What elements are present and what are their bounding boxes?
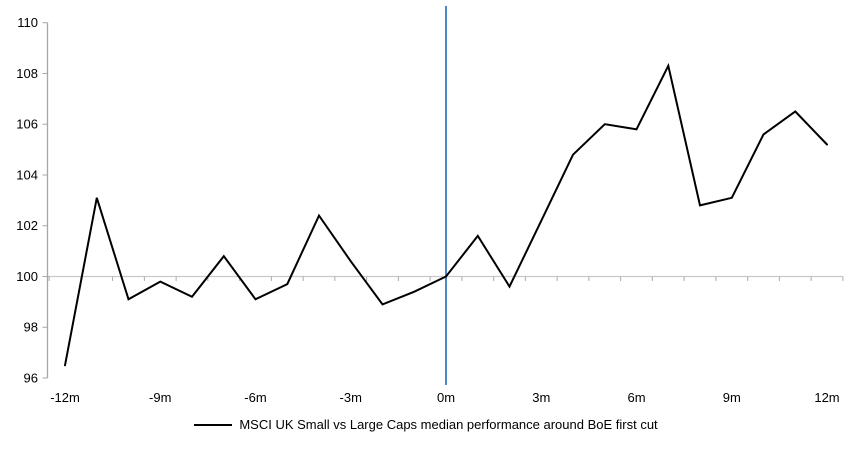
y-tick-label: 108 <box>16 66 38 81</box>
y-tick-label: 110 <box>17 15 38 30</box>
y-tick-label: 98 <box>24 320 38 335</box>
y-tick-label: 106 <box>16 117 38 132</box>
y-tick-label: 102 <box>16 218 38 233</box>
x-tick-label: -12m <box>50 390 80 405</box>
x-tick-label: -3m <box>340 390 362 405</box>
legend-line-swatch <box>194 423 233 426</box>
legend-label: MSCI UK Small vs Large Caps median perfo… <box>239 417 658 432</box>
legend: MSCI UK Small vs Large Caps median perfo… <box>0 417 852 432</box>
y-tick-label: 104 <box>16 167 38 182</box>
x-tick-label: 0m <box>437 390 455 405</box>
y-tick-label: 96 <box>24 371 38 386</box>
x-tick-label: 6m <box>627 390 645 405</box>
x-tick-label: 3m <box>532 390 550 405</box>
x-tick-label: 12m <box>814 390 839 405</box>
x-tick-label: -9m <box>149 390 171 405</box>
y-tick-label: 100 <box>16 269 38 284</box>
x-tick-label: 9m <box>723 390 741 405</box>
x-tick-label: -6m <box>244 390 266 405</box>
series-line <box>64 62 828 367</box>
